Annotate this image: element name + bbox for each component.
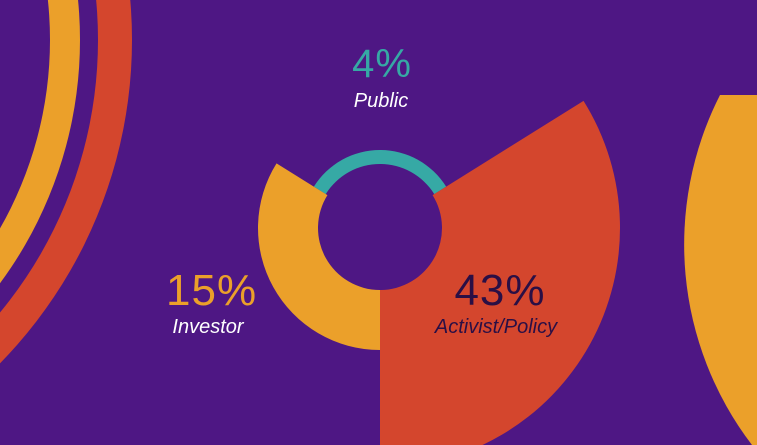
- activist-percent-label: 43%: [454, 266, 546, 315]
- public-name-label: Public: [353, 90, 409, 112]
- investor-name-label: Investor: [172, 316, 244, 338]
- donut-slices: [258, 100, 620, 445]
- investor-percent-label: 15%: [166, 266, 258, 315]
- public-percent-label: 4%: [352, 42, 412, 86]
- decor-arc-right-orange: [684, 95, 757, 445]
- activist-name-label: Activist/Policy: [434, 316, 558, 338]
- investor-slice: [258, 163, 380, 350]
- decor-arc-left-red: [0, 0, 132, 364]
- activist-policy-slice: [380, 100, 620, 445]
- decor-arc-left-orange-outer: [0, 0, 80, 284]
- public-slice: [313, 149, 447, 195]
